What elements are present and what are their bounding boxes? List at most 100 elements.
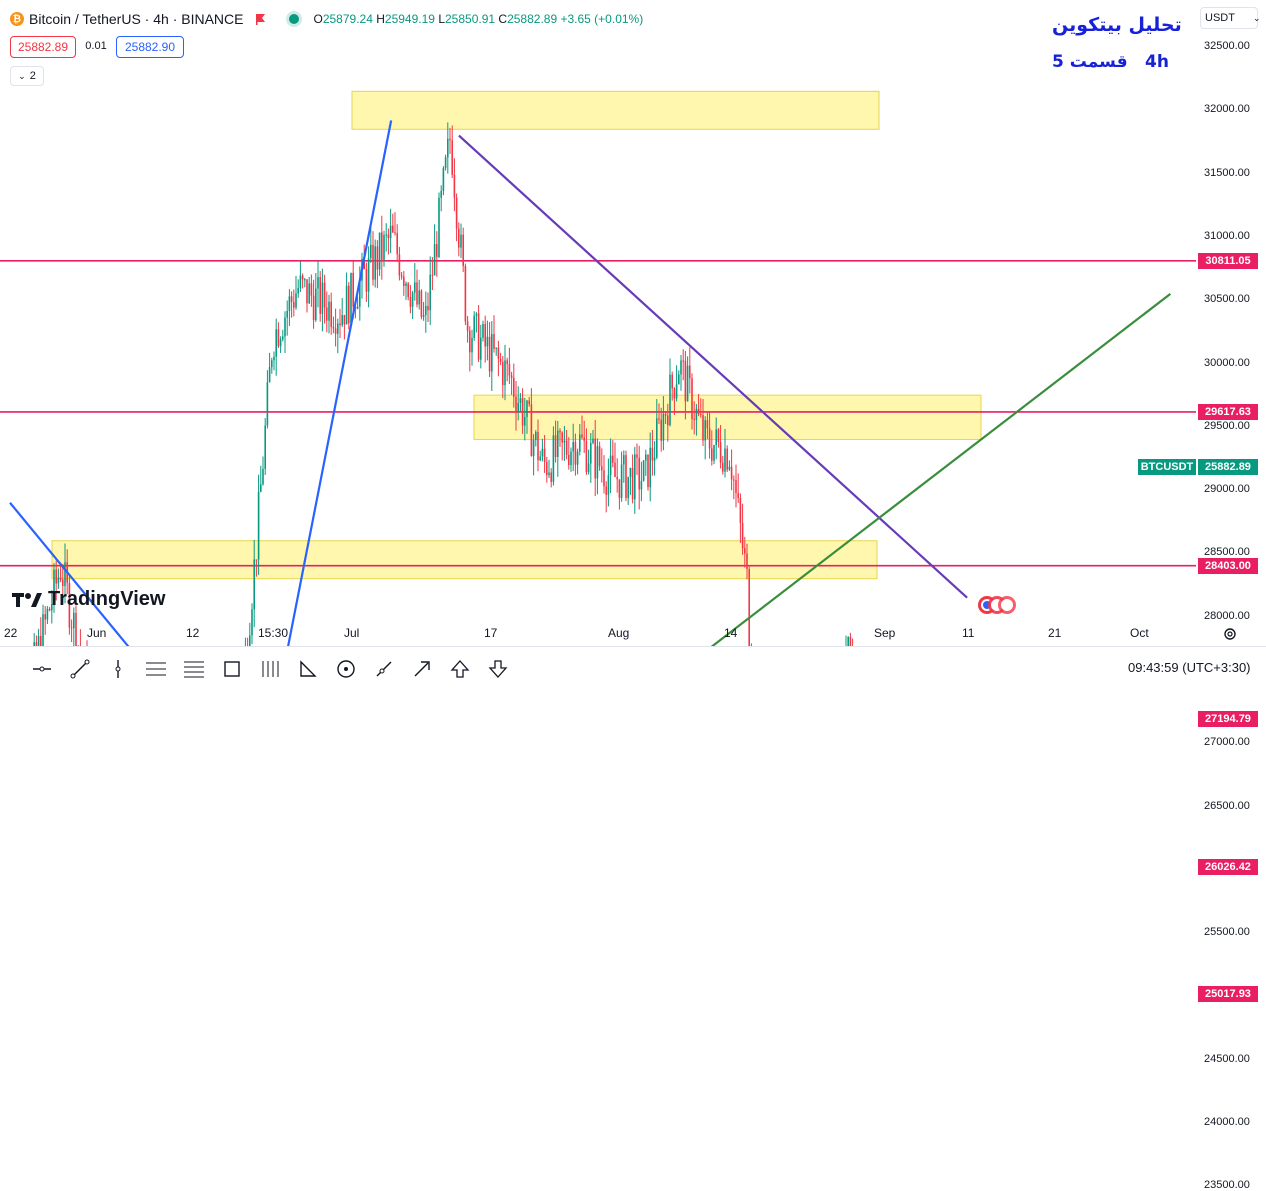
trend-line-tool-icon[interactable] [66, 657, 94, 681]
clock-display[interactable]: 09:43:59 (UTC+3:30) [1128, 660, 1251, 675]
price-tick-label: 30500.00 [1204, 293, 1250, 306]
candle-body [686, 365, 689, 402]
arrow-down-tool-icon[interactable] [484, 657, 512, 681]
candle-body [260, 484, 262, 492]
candle-body [719, 442, 722, 463]
candle-body [310, 283, 313, 296]
currency-select[interactable]: USDT ⌄ [1200, 7, 1261, 29]
ohlc-values: O25879.24 H25949.19 L25850.91 C25882.89 … [313, 12, 644, 26]
level-price-tag: 27194.79 [1198, 710, 1258, 727]
buy-price-button[interactable]: 25882.90 [116, 36, 184, 58]
parallel-channel-tool-icon[interactable] [142, 657, 170, 681]
time-tick-label: Jun [87, 626, 107, 640]
vertical-line-tool-icon[interactable] [104, 657, 132, 681]
candle-body [565, 440, 568, 455]
candle-body [513, 377, 515, 397]
trendline-green-3 [653, 292, 1172, 690]
arrow-tool-icon[interactable] [408, 657, 436, 681]
candle-body [341, 315, 343, 326]
candle-body [488, 336, 491, 372]
price-chart[interactable] [0, 0, 1266, 690]
date-range-tool-icon[interactable] [256, 657, 284, 681]
price-tick-label: 28500.00 [1204, 546, 1250, 559]
clock-time: 09:43:59 [1128, 660, 1179, 675]
candle-body [359, 280, 361, 307]
price-tick-label: 32000.00 [1204, 103, 1250, 116]
candle-body [51, 603, 53, 611]
time-tick-label: Oct [1130, 626, 1149, 640]
price-axis[interactable] [1196, 0, 1266, 620]
candle-body [418, 290, 420, 305]
candle-body [570, 451, 572, 466]
sell-price-button[interactable]: 25882.89 [10, 36, 76, 58]
candle-body [702, 415, 704, 441]
candle-body [697, 408, 700, 414]
indicators-toggle[interactable]: ⌄ 2 [10, 66, 44, 86]
level-price-tag: 26026.42 [1198, 858, 1258, 875]
candle-body [378, 232, 381, 270]
arrow-up-tool-icon[interactable] [446, 657, 474, 681]
candle-body [383, 235, 385, 260]
candle-body [735, 480, 737, 494]
candle-body [739, 497, 742, 524]
candle-body [42, 614, 44, 662]
time-tick-label: 14 [724, 626, 738, 640]
candle-body [579, 434, 581, 452]
candle-body [532, 440, 535, 457]
candle-body [515, 396, 517, 412]
level-price-tag: 29617.63 [1198, 403, 1258, 420]
flag-icon[interactable] [255, 13, 267, 25]
time-tick-label: 22 [4, 626, 18, 640]
candle-body [433, 244, 436, 276]
chevron-down-icon: ⌄ [18, 70, 26, 81]
candle-body [609, 455, 612, 476]
candle-body [464, 265, 467, 322]
candle-body [372, 244, 374, 280]
candle-body [59, 577, 62, 580]
candle-body [724, 448, 726, 472]
candle-body [583, 437, 585, 441]
candle-body [480, 337, 482, 360]
settings-gear-icon[interactable] [1222, 626, 1238, 642]
triangle-pattern-tool-icon[interactable] [294, 657, 322, 681]
price-tick-label: 28000.00 [1204, 609, 1250, 622]
candle-body [612, 455, 614, 463]
candle-body [290, 296, 293, 302]
candle-body [620, 464, 623, 498]
price-tick-label: 25500.00 [1204, 926, 1250, 939]
candle-body [253, 559, 255, 610]
rectangle-tool-icon[interactable] [218, 657, 246, 681]
candle-body [550, 472, 552, 482]
candle-body [713, 445, 715, 461]
candle-body [651, 447, 654, 461]
circle-tool-icon[interactable] [332, 657, 360, 681]
candle-body [695, 408, 698, 420]
price-tick-label: 23500.00 [1204, 1179, 1250, 1191]
candle-body [44, 614, 46, 620]
candle-body [251, 609, 253, 636]
candle-body [37, 635, 40, 656]
candle-body [717, 429, 720, 443]
annotation-title: تحلیل بیتکوین [1052, 14, 1182, 36]
support-zone-1 [473, 394, 982, 440]
events-icon[interactable] [976, 594, 1022, 616]
candle-body [678, 374, 680, 385]
candle-body [537, 432, 539, 461]
candle-body [334, 328, 337, 334]
candle-body [557, 430, 559, 457]
candle-body [315, 288, 317, 321]
candle-body [449, 138, 451, 141]
fib-retracement-tool-icon[interactable] [180, 657, 208, 681]
candle-body [409, 297, 412, 307]
brush-tool-icon[interactable] [370, 657, 398, 681]
candle-body [374, 246, 376, 280]
candle-body [405, 283, 407, 286]
candle-body [535, 432, 537, 441]
symbol-title[interactable]: Bitcoin / TetherUS · 4h · BINANCE [29, 11, 244, 27]
candle-body [642, 460, 645, 481]
candle-body [55, 569, 57, 584]
horizontal-ray-tool-icon[interactable] [28, 657, 56, 681]
candle-body [625, 455, 627, 499]
candle-body [477, 313, 480, 360]
candle-body [407, 283, 409, 298]
